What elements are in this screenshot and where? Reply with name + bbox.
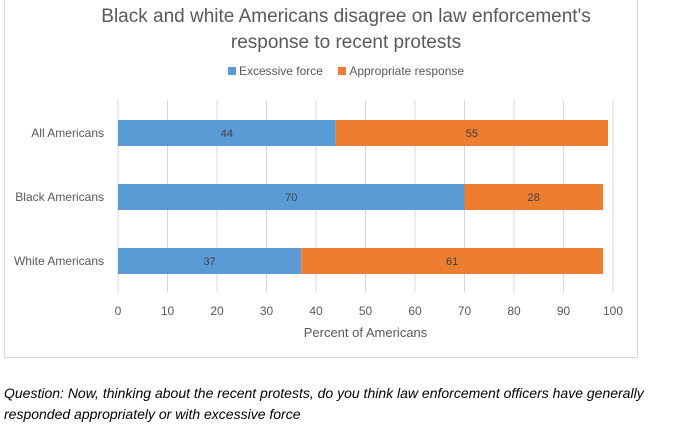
bar-chart-plot: 0 10 20 30 40 50 60 70 80 90 100 Percent of America…	[14, 100, 623, 340]
x-tick-label-20: 20	[210, 304, 224, 318]
bar-white-americans-excessive-force	[118, 248, 302, 274]
x-tick-label-90: 90	[557, 304, 571, 318]
category-label-black-americans: Black Americans	[15, 190, 104, 204]
x-tick-label-50: 50	[359, 304, 373, 318]
data-label-all-americans-excessive-force: 44	[221, 128, 233, 140]
bar-white-americans-appropriate-response	[301, 248, 604, 274]
x-tick-label-30: 30	[260, 304, 274, 318]
data-label-white-americans-appropriate-response: 61	[446, 256, 458, 268]
bar-black-americans-excessive-force	[118, 184, 465, 210]
legend-label-excessive-force: Excessive force	[238, 64, 323, 78]
chart-title: Black and white Americans disagree on la…	[0, 4, 692, 56]
x-tick-label-10: 10	[161, 304, 175, 318]
x-tick-label-60: 60	[408, 304, 422, 318]
data-label-white-americans-excessive-force: 37	[203, 256, 215, 268]
data-label-black-americans-appropriate-response: 28	[528, 192, 540, 204]
chart-frame	[4, 0, 638, 358]
question-caption: Question: Now, thinking about the recent…	[4, 385, 644, 422]
x-tick-label-70: 70	[458, 304, 472, 318]
category-label-white-americans: White Americans	[14, 254, 104, 268]
category-label-all-americans: All Americans	[31, 126, 104, 140]
x-tick-label-100: 100	[603, 304, 623, 318]
x-axis-title: Percent of Americans	[304, 325, 428, 340]
legend-item-appropriate-response: Appropriate response	[338, 64, 464, 78]
x-tick-label-40: 40	[309, 304, 323, 318]
legend-swatch-appropriate-response	[338, 67, 347, 75]
bar-black-americans-appropriate-response	[464, 184, 604, 210]
data-label-all-americans-appropriate-response: 55	[466, 128, 478, 140]
bar-all-americans-appropriate-response	[335, 120, 609, 146]
chart-title-line-1: Black and white Americans disagree on la…	[101, 6, 591, 27]
bar-all-americans-excessive-force	[118, 120, 336, 146]
chart-title-line-2: response to recent protests	[230, 32, 462, 53]
x-tick-label-0: 0	[115, 304, 122, 318]
legend-swatch-excessive-force	[227, 67, 236, 75]
legend-label-appropriate-response: Appropriate response	[349, 64, 465, 78]
legend: Excessive force Appropriate response	[0, 64, 692, 78]
data-label-black-americans-excessive-force: 70	[285, 192, 297, 204]
legend-item-excessive-force: Excessive force	[227, 64, 323, 78]
x-tick-label-80: 80	[507, 304, 521, 318]
